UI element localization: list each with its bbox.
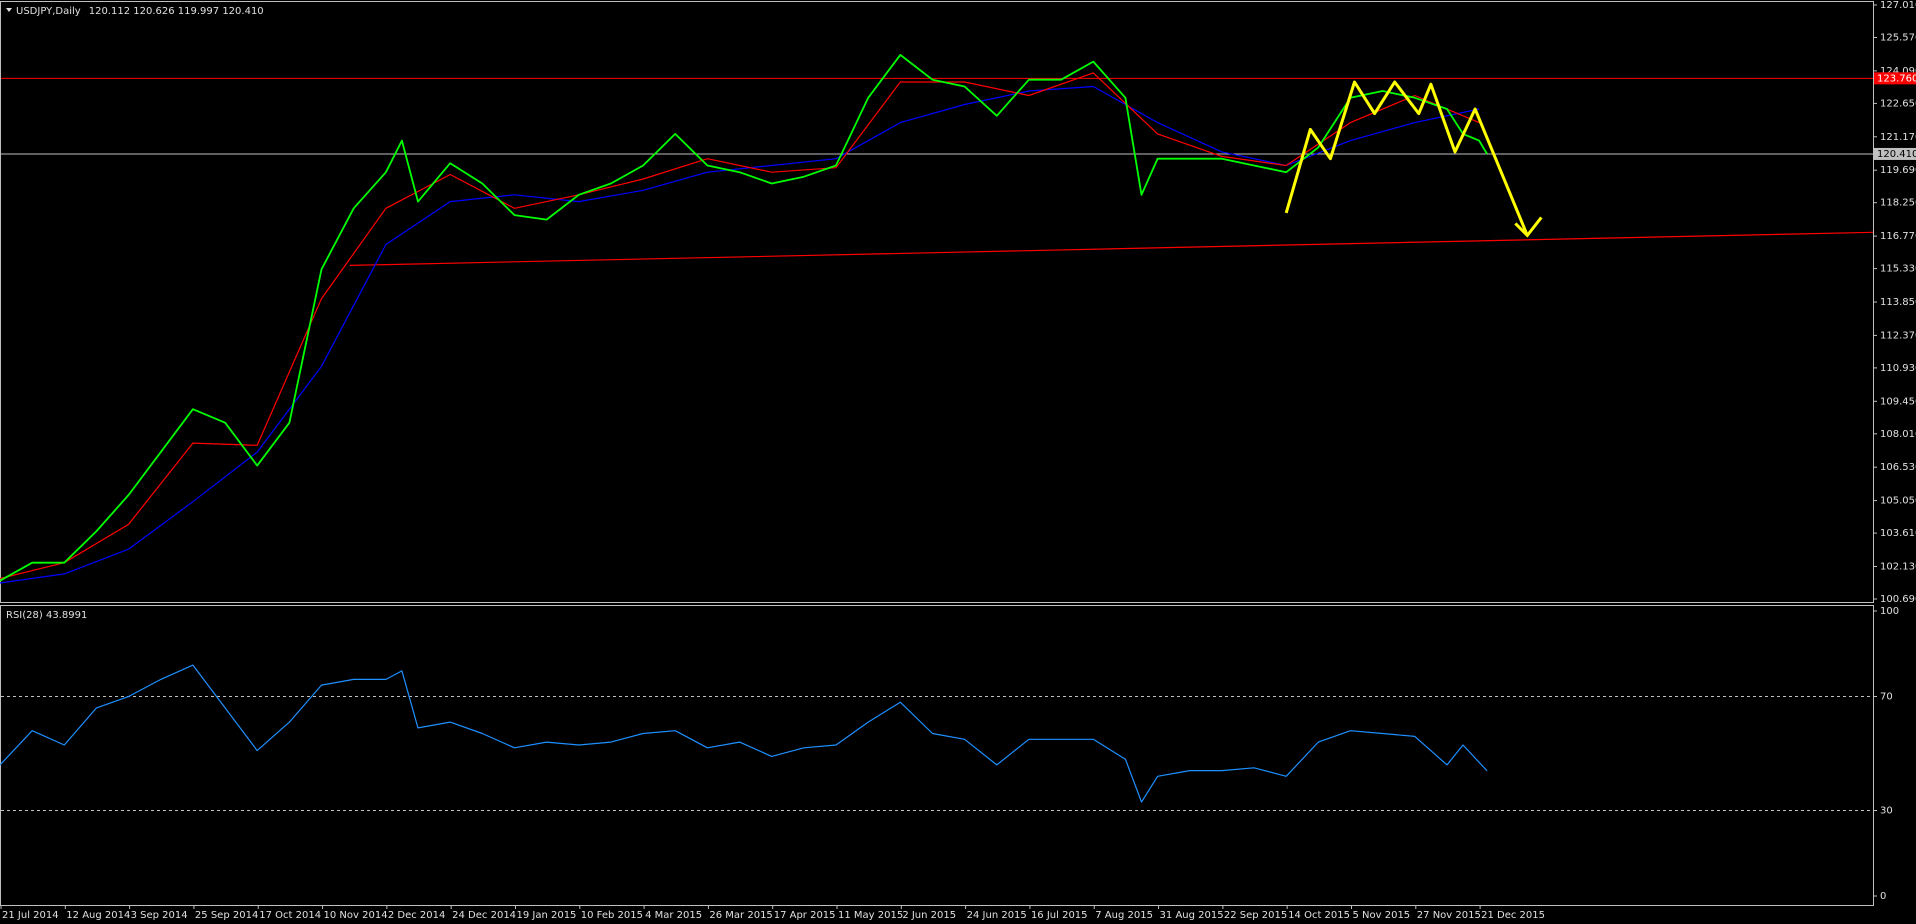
- panel-title: USDJPY,Daily: [16, 6, 81, 17]
- x-tick-label: 7 Aug 2015: [1095, 910, 1153, 921]
- y-tick-label: 30: [1880, 806, 1893, 817]
- x-tick-label: 17 Apr 2015: [774, 910, 836, 921]
- x-tick-label: 10 Feb 2015: [581, 910, 643, 921]
- series-line: [0, 664, 1488, 803]
- level-label-bg: [1874, 72, 1916, 85]
- x-tick-label: 16 Jul 2015: [1031, 910, 1088, 921]
- y-tick-label: 100.690: [1880, 594, 1916, 605]
- series-line: [0, 54, 1488, 582]
- panel-border: [0, 605, 1874, 906]
- x-tick-label: 11 May 2015: [838, 910, 903, 921]
- y-tick-label: 112.370: [1880, 330, 1916, 341]
- x-tick-label: 24 Jun 2015: [967, 910, 1027, 921]
- x-tick-label: 24 Dec 2014: [452, 910, 516, 921]
- series-line: [0, 72, 1480, 580]
- x-tick-label: 2 Dec 2014: [388, 910, 446, 921]
- y-tick-label: 70: [1880, 692, 1893, 703]
- y-tick-label: 103.610: [1880, 528, 1916, 539]
- x-tick-label: 22 Sep 2015: [1224, 910, 1287, 921]
- y-tick-label: 124.090: [1880, 66, 1916, 77]
- y-tick-label: 105.050: [1880, 496, 1916, 507]
- y-tick-label: 119.690: [1880, 165, 1916, 176]
- level-label-bg: [1874, 147, 1916, 160]
- y-tick-label: 106.530: [1880, 462, 1916, 473]
- x-tick-label: 27 Nov 2015: [1417, 910, 1481, 921]
- zigzag-annotation: [1284, 80, 1529, 236]
- level-label: 123.760: [1877, 73, 1916, 84]
- panel-title: RSI(28) 43.8991: [6, 610, 87, 621]
- y-tick-label: 113.850: [1880, 297, 1916, 308]
- x-tick-label: 10 Nov 2014: [324, 910, 388, 921]
- y-tick-label: 115.330: [1880, 264, 1916, 275]
- x-tick-label: 21 Jul 2014: [2, 910, 59, 921]
- level-label: 120.410: [1877, 149, 1916, 160]
- x-tick-label: 21 Dec 2015: [1481, 910, 1545, 921]
- x-tick-label: 25 Sep 2014: [195, 910, 258, 921]
- x-tick-label: 14 Oct 2015: [1288, 910, 1350, 921]
- menu-arrow: [6, 8, 12, 12]
- y-tick-label: 100: [1880, 606, 1899, 617]
- series-line: [0, 85, 1480, 584]
- y-tick-label: 102.130: [1880, 562, 1916, 573]
- y-tick-label: 108.010: [1880, 429, 1916, 440]
- y-tick-label: 116.770: [1880, 231, 1916, 242]
- x-tick-label: 12 Aug 2014: [66, 910, 130, 921]
- x-tick-label: 19 Jan 2015: [516, 910, 576, 921]
- x-tick-label: 31 Aug 2015: [1160, 910, 1224, 921]
- y-tick-label: 109.450: [1880, 396, 1916, 407]
- y-tick-label: 110.930: [1880, 363, 1916, 374]
- y-tick-label: 0: [1880, 891, 1886, 902]
- x-tick-label: 5 Nov 2015: [1352, 910, 1410, 921]
- y-tick-label: 122.650: [1880, 98, 1916, 109]
- arrow-head: [1514, 216, 1543, 238]
- y-tick-label: 125.570: [1880, 32, 1916, 43]
- y-tick-label: 127.010: [1880, 0, 1916, 11]
- x-tick-label: 3 Sep 2014: [131, 910, 188, 921]
- x-tick-label: 4 Mar 2015: [645, 910, 702, 921]
- x-tick-label: 26 Mar 2015: [709, 910, 772, 921]
- trend-line: [349, 231, 1874, 266]
- y-tick-label: 118.250: [1880, 198, 1916, 209]
- x-tick-label: 2 Jun 2015: [902, 910, 956, 921]
- x-tick-label: 17 Oct 2014: [259, 910, 321, 921]
- panel-subtitle: 120.112 120.626 119.997 120.410: [89, 6, 264, 17]
- y-tick-label: 121.170: [1880, 132, 1916, 143]
